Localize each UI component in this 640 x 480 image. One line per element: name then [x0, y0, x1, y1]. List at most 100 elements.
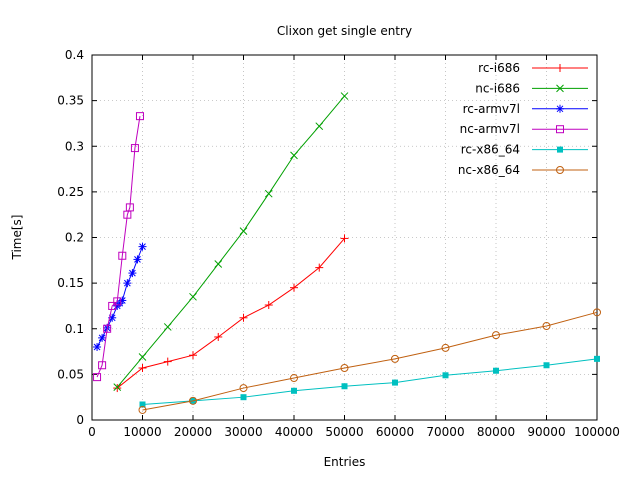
- x-tick-label: 30000: [224, 425, 262, 439]
- series-nc-armv7l: [93, 112, 144, 382]
- y-tick-label: 0.4: [65, 48, 84, 62]
- series-marker: [543, 362, 550, 369]
- series-marker: [163, 323, 172, 331]
- x-axis-label: Entries: [323, 455, 366, 469]
- series-marker: [340, 363, 349, 372]
- legend-item-rc-x86_64: rc-x86_64: [461, 143, 588, 157]
- series-nc-i686: [113, 92, 349, 392]
- series-marker: [593, 308, 601, 317]
- series-marker: [93, 343, 101, 351]
- series-marker: [113, 383, 122, 392]
- series-rc-i686: [113, 234, 349, 393]
- x-tick-label: 100000: [574, 425, 620, 439]
- series-marker: [139, 401, 146, 408]
- legend-label: nc-x86_64: [458, 163, 520, 177]
- legend-label: nc-i686: [475, 81, 520, 95]
- legend-item-nc-armv7l: nc-armv7l: [460, 122, 588, 136]
- x-tick-label: 20000: [174, 425, 212, 439]
- series-marker: [291, 387, 297, 394]
- series-marker: [135, 112, 144, 121]
- ticks: [91, 54, 598, 421]
- series-line: [142, 358, 598, 405]
- series-marker: [556, 105, 564, 113]
- series-marker: [138, 353, 147, 361]
- series-marker: [290, 151, 298, 160]
- x-tick-label: 80000: [477, 425, 515, 439]
- series-marker: [290, 374, 298, 383]
- legend-label: nc-armv7l: [460, 122, 520, 136]
- series-marker: [108, 314, 116, 322]
- series-marker: [557, 146, 563, 153]
- series-marker: [125, 203, 134, 212]
- y-tick-labels: 0 0.05 0.1 0.15 0.2 0.25 0.3 0.35 0.4: [57, 48, 84, 427]
- x-tick-label: 60000: [376, 425, 414, 439]
- series-marker: [93, 373, 102, 382]
- series-marker: [341, 383, 348, 390]
- series-marker: [98, 334, 106, 342]
- x-tick-labels: 0 10000 20000 30000 40000 50000 60000 70000 8000…: [88, 425, 620, 439]
- series-line: [116, 238, 345, 389]
- y-tick-label: 0.3: [65, 139, 84, 153]
- y-tick-label: 0.1: [65, 322, 84, 336]
- y-tick-label: 0: [76, 413, 84, 427]
- series-marker: [556, 166, 564, 174]
- x-tick-label: 90000: [527, 425, 565, 439]
- series-marker: [113, 297, 122, 306]
- series-marker: [239, 384, 248, 393]
- series-marker: [556, 84, 564, 93]
- series-marker: [134, 256, 141, 263]
- x-tick-label: 40000: [275, 425, 313, 439]
- legend-label: rc-armv7l: [463, 102, 520, 116]
- series-marker: [240, 394, 247, 401]
- y-tick-label: 0.35: [57, 94, 84, 108]
- series-marker: [442, 372, 449, 379]
- series-line: [116, 95, 345, 388]
- legend-item-rc-i686: rc-i686: [478, 61, 588, 75]
- series-line: [96, 116, 141, 378]
- series-marker: [98, 361, 107, 370]
- series-marker: [118, 251, 127, 260]
- series-marker: [392, 379, 398, 386]
- x-tick-label: 10000: [123, 425, 161, 439]
- series-marker: [139, 243, 146, 250]
- series-marker: [441, 343, 450, 352]
- series-nc-x86_64: [138, 308, 601, 414]
- legend-item-nc-x86_64: nc-x86_64: [458, 163, 588, 177]
- series-marker: [264, 189, 273, 198]
- series-marker: [130, 144, 139, 153]
- series-marker: [123, 279, 131, 287]
- x-tick-label: 70000: [426, 425, 464, 439]
- series-marker: [138, 405, 147, 414]
- legend: rc-i686 nc-i686 rc-armv7l nc-armv7l rc-x86_6…: [458, 61, 588, 177]
- y-tick-label: 0.25: [57, 185, 84, 199]
- series-marker: [315, 122, 324, 131]
- x-tick-label: 0: [88, 425, 96, 439]
- chart-title: Clixon get single entry: [276, 24, 413, 38]
- series-rc-armv7l: [93, 242, 147, 351]
- series-marker: [391, 354, 399, 363]
- legend-label: rc-x86_64: [461, 143, 520, 157]
- series-marker: [103, 324, 112, 333]
- series-marker: [189, 292, 197, 301]
- series-marker: [493, 367, 499, 374]
- y-tick-label: 0.15: [57, 276, 84, 290]
- series-marker: [129, 269, 136, 277]
- legend-item-nc-i686: nc-i686: [475, 81, 588, 95]
- series-marker: [594, 355, 600, 362]
- y-tick-label: 0.2: [65, 231, 84, 245]
- series-line: [142, 311, 598, 411]
- y-tick-label: 0.05: [57, 367, 84, 381]
- series-marker: [189, 396, 197, 405]
- legend-item-rc-armv7l: rc-armv7l: [463, 102, 588, 116]
- series-marker: [108, 301, 117, 310]
- series-marker: [239, 227, 248, 235]
- series-marker: [556, 125, 564, 134]
- series-marker: [214, 260, 223, 268]
- series-marker: [340, 92, 349, 100]
- x-tick-label: 50000: [325, 425, 363, 439]
- series-marker: [492, 331, 500, 340]
- series-marker: [542, 322, 551, 331]
- legend-label: rc-i686: [478, 61, 520, 75]
